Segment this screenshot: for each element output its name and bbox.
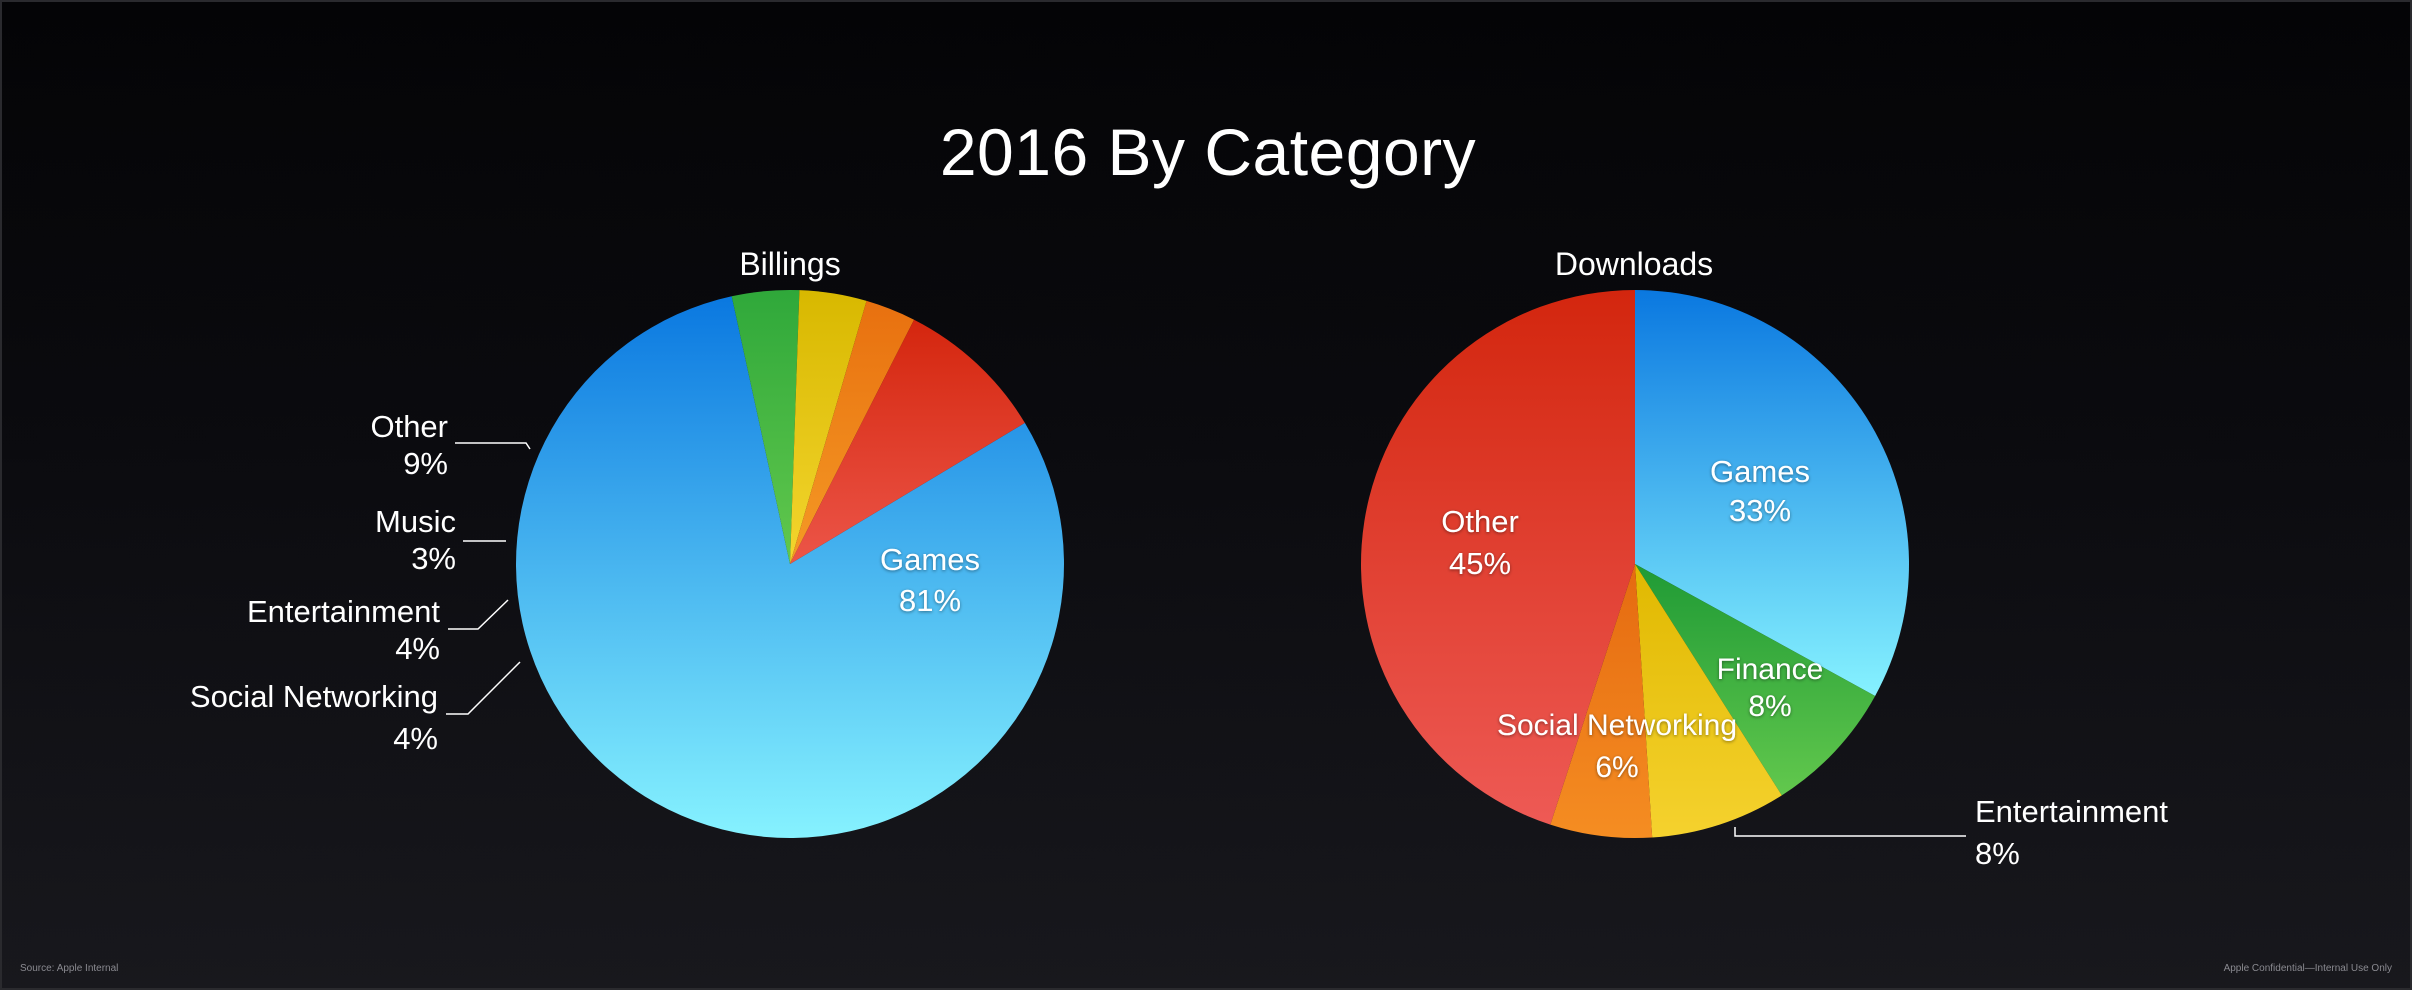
billings-pie-title: Billings bbox=[739, 246, 840, 282]
downloads-label-entertainment: Entertainment 8% bbox=[1734, 794, 2168, 871]
slice-label-value: 33% bbox=[1729, 493, 1791, 528]
slice-label-name: Social Networking bbox=[1497, 709, 1737, 742]
downloads-label-finance: Finance 8% bbox=[1717, 653, 1824, 723]
billings-slice-other bbox=[790, 319, 1025, 564]
downloads-slice-finance bbox=[1635, 564, 1876, 796]
billings-slice-games bbox=[515, 296, 1064, 839]
billings-label-social-networking: Social Networking 4% bbox=[190, 661, 521, 756]
downloads-label-games: Games 33% bbox=[1710, 454, 1810, 528]
downloads-slice-entertainment bbox=[1635, 564, 1782, 838]
slice-label-name: Finance bbox=[1717, 653, 1824, 686]
billings-label-entertainment: Entertainment 4% bbox=[247, 594, 509, 666]
slice-label-value: 45% bbox=[1449, 546, 1511, 581]
billings-label-games: Games 81% bbox=[880, 542, 980, 618]
source-note: Source: Apple Internal bbox=[20, 963, 119, 974]
slice-label-value: 9% bbox=[403, 446, 448, 481]
slice-label-value: 8% bbox=[1748, 690, 1791, 723]
downloads-label-other: Other 45% bbox=[1441, 504, 1519, 581]
slice-label-value: 4% bbox=[393, 721, 438, 756]
slice-label-name: Entertainment bbox=[247, 594, 440, 629]
slice-label-name: Other bbox=[1441, 504, 1519, 539]
billings-pie bbox=[515, 289, 1064, 839]
leader-line bbox=[448, 599, 509, 630]
slice-label-name: Games bbox=[880, 542, 980, 577]
slice-label-name: Entertainment bbox=[1975, 794, 2168, 829]
billings-label-other: Other 9% bbox=[370, 409, 531, 481]
downloads-label-social-networking: Social Networking 6% bbox=[1497, 709, 1737, 784]
leader-line bbox=[446, 661, 521, 715]
slice-label-value: 8% bbox=[1975, 836, 2020, 871]
billings-label-music: Music 3% bbox=[375, 504, 506, 576]
slice-label-value: 6% bbox=[1595, 751, 1638, 784]
downloads-slice-social-networking bbox=[1550, 564, 1653, 839]
confidential-note: Apple Confidential—Internal Use Only bbox=[2223, 963, 2392, 974]
slice-label-name: Social Networking bbox=[190, 679, 438, 714]
downloads-slice-other bbox=[1360, 290, 1635, 825]
slice-label-value: 3% bbox=[411, 541, 456, 576]
slice-label-name: Games bbox=[1710, 454, 1810, 489]
leader-line bbox=[1734, 827, 1966, 837]
downloads-slice-games bbox=[1635, 290, 1910, 696]
billings-slice-entertainment bbox=[790, 290, 867, 564]
slice-label-name: Music bbox=[375, 504, 456, 539]
billings-slice-social-networking bbox=[731, 289, 800, 564]
leader-line bbox=[455, 442, 531, 450]
slide-title: 2016 By Category bbox=[939, 115, 1477, 189]
downloads-pie-title: Downloads bbox=[1555, 246, 1713, 282]
billings-slice-music bbox=[790, 300, 915, 564]
downloads-pie bbox=[1360, 290, 1910, 839]
slice-label-value: 81% bbox=[899, 583, 961, 618]
slice-label-name: Other bbox=[370, 409, 448, 444]
slice-label-value: 4% bbox=[395, 631, 440, 666]
